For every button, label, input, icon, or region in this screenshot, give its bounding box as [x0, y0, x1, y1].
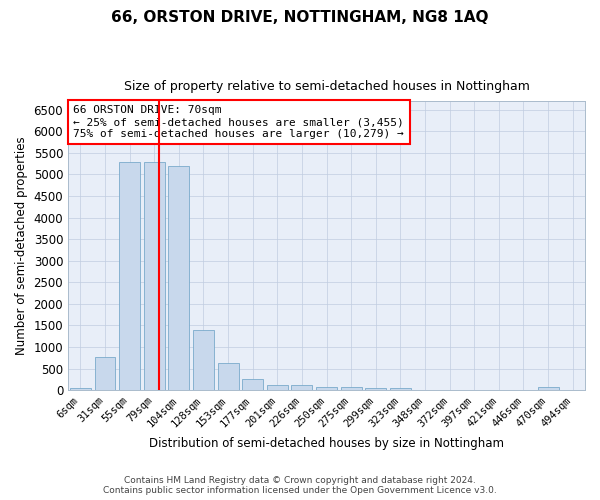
Bar [316, 387, 337, 390]
Bar [144, 162, 164, 390]
Bar [218, 363, 239, 390]
Y-axis label: Number of semi-detached properties: Number of semi-detached properties [15, 136, 28, 355]
Bar [95, 356, 115, 390]
Title: Size of property relative to semi-detached houses in Nottingham: Size of property relative to semi-detach… [124, 80, 529, 93]
Bar [365, 388, 386, 390]
Bar [292, 385, 313, 390]
Bar [341, 387, 362, 390]
Bar [119, 162, 140, 390]
Text: 66, ORSTON DRIVE, NOTTINGHAM, NG8 1AQ: 66, ORSTON DRIVE, NOTTINGHAM, NG8 1AQ [111, 10, 489, 25]
Bar [538, 387, 559, 390]
Bar [242, 379, 263, 390]
Bar [193, 330, 214, 390]
Text: 66 ORSTON DRIVE: 70sqm
← 25% of semi-detached houses are smaller (3,455)
75% of : 66 ORSTON DRIVE: 70sqm ← 25% of semi-det… [73, 106, 404, 138]
Bar [267, 385, 288, 390]
Text: Contains HM Land Registry data © Crown copyright and database right 2024.
Contai: Contains HM Land Registry data © Crown c… [103, 476, 497, 495]
Bar [390, 388, 411, 390]
Bar [169, 166, 189, 390]
Bar [70, 388, 91, 390]
X-axis label: Distribution of semi-detached houses by size in Nottingham: Distribution of semi-detached houses by … [149, 437, 504, 450]
